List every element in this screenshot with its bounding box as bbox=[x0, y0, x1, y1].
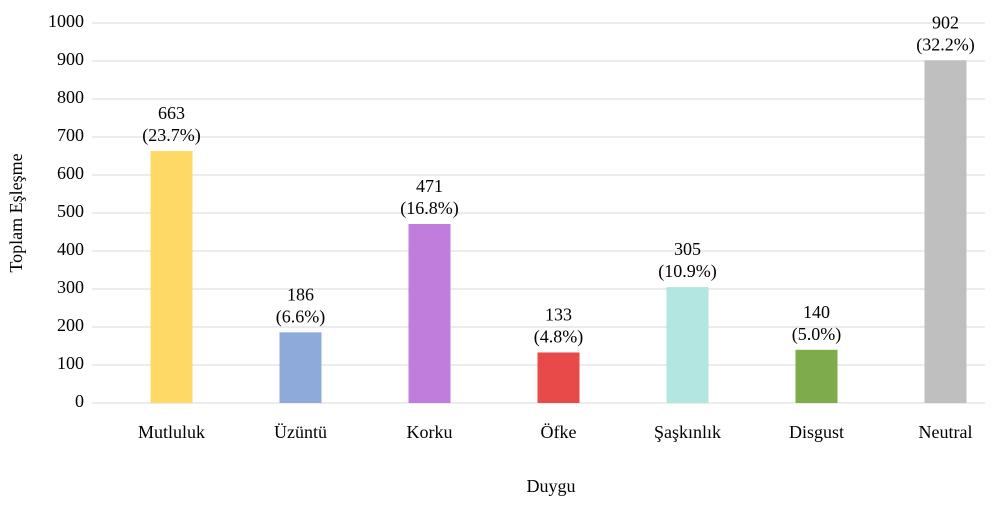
y-tick-label: 300 bbox=[57, 277, 84, 297]
y-tick-label: 600 bbox=[57, 163, 84, 183]
x-axis-title: Duygu bbox=[527, 476, 576, 496]
share-label: (6.6%) bbox=[276, 306, 325, 327]
share-label: (16.8%) bbox=[400, 198, 458, 219]
y-tick-label: 0 bbox=[75, 391, 84, 411]
share-label: (32.2%) bbox=[916, 34, 974, 55]
value-label: 663 bbox=[158, 103, 185, 123]
x-tick-label: Öfke bbox=[541, 422, 577, 442]
y-tick-label: 100 bbox=[57, 353, 84, 373]
share-label: (23.7%) bbox=[142, 125, 200, 146]
y-tick-label: 800 bbox=[57, 87, 84, 107]
x-tick-label: Mutluluk bbox=[138, 422, 205, 442]
x-tick-label: Üzüntü bbox=[274, 422, 327, 442]
x-tick-label: Neutral bbox=[919, 422, 973, 442]
y-tick-label: 400 bbox=[57, 239, 84, 259]
value-label: 902 bbox=[932, 12, 959, 32]
bar bbox=[279, 332, 322, 403]
y-tick-label: 900 bbox=[57, 49, 84, 69]
value-label: 140 bbox=[803, 302, 830, 322]
bar bbox=[150, 151, 193, 403]
value-label: 471 bbox=[416, 176, 443, 196]
y-tick-label: 500 bbox=[57, 201, 84, 221]
bar bbox=[537, 352, 580, 403]
bar bbox=[408, 224, 451, 403]
share-label: (4.8%) bbox=[534, 327, 583, 348]
y-tick-label: 1000 bbox=[48, 11, 84, 31]
y-tick-label: 200 bbox=[57, 315, 84, 335]
value-label: 305 bbox=[674, 239, 701, 259]
y-tick-label: 700 bbox=[57, 125, 84, 145]
bar bbox=[666, 287, 709, 403]
share-label: (5.0%) bbox=[792, 324, 841, 345]
y-axis-title: Toplam Eşleşme bbox=[6, 153, 26, 272]
x-tick-label: Disgust bbox=[789, 422, 844, 442]
value-label: 133 bbox=[545, 305, 572, 325]
value-label: 186 bbox=[287, 284, 314, 304]
bar bbox=[795, 349, 838, 403]
share-label: (10.9%) bbox=[658, 261, 716, 282]
x-tick-label: Şaşkınlık bbox=[654, 422, 721, 442]
x-tick-label: Korku bbox=[407, 422, 453, 442]
bar bbox=[924, 60, 967, 404]
